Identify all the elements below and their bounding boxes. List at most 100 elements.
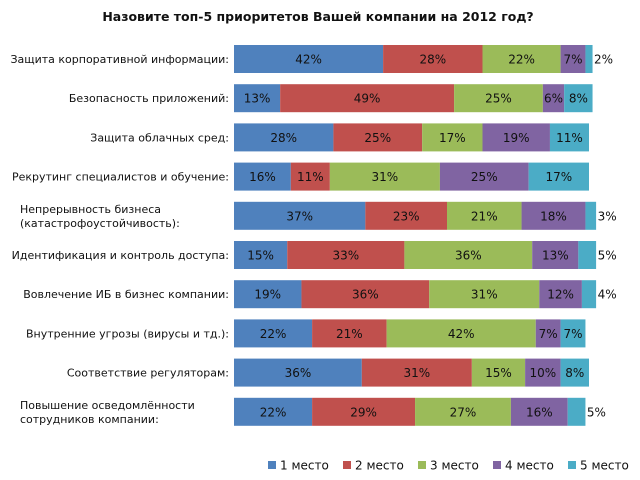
bar-segment (287, 241, 405, 269)
bar-segment (521, 201, 586, 230)
data-label: 25% (364, 131, 391, 145)
data-label: 3% (598, 209, 617, 223)
legend-swatch (343, 461, 351, 469)
legend-label: 2 место (355, 459, 404, 473)
bar-segment (361, 358, 472, 387)
bar-segment (234, 84, 281, 113)
bar-segment (567, 397, 586, 426)
data-label: 8% (569, 92, 588, 106)
data-label: 28% (270, 131, 297, 145)
data-label: 10% (530, 366, 557, 380)
category-label: Повышение осведомлённости сотрудников ком… (20, 399, 195, 426)
legend: 1 место 2 место 3 место 4 место 5 место (268, 459, 629, 473)
bar-segment (564, 84, 593, 113)
data-label: 31% (471, 288, 498, 302)
legend-swatch (418, 461, 426, 469)
bar-segment (585, 201, 597, 230)
data-label: 16% (249, 170, 276, 184)
data-label: 6% (544, 92, 563, 106)
bar-segment (510, 397, 568, 426)
bar-segment (365, 201, 447, 230)
data-label: 29% (350, 405, 377, 419)
data-label: 11% (556, 131, 583, 145)
chart-title: Назовите топ-5 приоритетов Вашей компани… (102, 9, 533, 24)
bar-segment (234, 45, 384, 73)
bar-segment (290, 162, 330, 191)
legend-label: 4 место (505, 459, 554, 473)
data-label: 36% (455, 249, 482, 263)
data-label: 31% (403, 366, 430, 380)
category-label: Вовлечение ИБ в бизнес компании: (23, 288, 229, 301)
data-label: 27% (450, 405, 477, 419)
data-label: 4% (598, 288, 617, 302)
bar-segment (482, 45, 561, 73)
data-label: 17% (439, 131, 466, 145)
bar-segment (429, 280, 540, 309)
category-label-line: сотрудников компании: (20, 413, 159, 426)
bar-segment (383, 45, 483, 73)
data-label: 22% (260, 405, 287, 419)
bar-segment (560, 319, 586, 348)
bar-segment (333, 123, 423, 152)
bar-segment (280, 84, 455, 113)
data-label: 31% (372, 170, 399, 184)
bar-segment (581, 280, 597, 309)
legend-swatch (568, 461, 576, 469)
data-label: 28% (419, 53, 446, 67)
bar-segment (525, 358, 561, 387)
data-label: 5% (587, 405, 606, 419)
bar-segment (329, 162, 440, 191)
bar-segment (312, 319, 387, 348)
data-label: 15% (485, 366, 512, 380)
data-label: 13% (244, 92, 271, 106)
data-label: 49% (354, 92, 381, 106)
data-label: 25% (471, 170, 498, 184)
data-label: 37% (286, 209, 313, 223)
bar-segment (454, 84, 543, 113)
bar-segment (585, 45, 593, 73)
data-label: 2% (594, 53, 613, 67)
bar-segment (234, 201, 366, 230)
bar-segment (439, 162, 529, 191)
bar-segment (578, 241, 597, 269)
bar-segment (312, 397, 416, 426)
category-label-line: Непрерывность бизнеса (20, 203, 161, 216)
data-label: 7% (563, 53, 582, 67)
bars: 42% 28% 22% 7% 2% 13% 49% 25% 6% 8% 28% 25% 17% 19% 11… (234, 45, 617, 426)
data-label: 25% (485, 92, 512, 106)
bar-segment (422, 123, 483, 152)
data-label: 42% (295, 53, 322, 67)
category-label: Защита облачных сред: (90, 131, 229, 144)
data-label: 18% (540, 209, 567, 223)
bar-segment (542, 84, 565, 113)
legend-swatch (268, 461, 276, 469)
data-label: 33% (332, 249, 359, 263)
category-label-line: Повышение осведомлённости (20, 399, 195, 412)
bar-segment (301, 280, 430, 309)
legend-label: 1 место (280, 459, 329, 473)
bar-segment (234, 358, 362, 387)
bar-segment (234, 319, 313, 348)
data-label: 7% (563, 327, 582, 341)
data-label: 13% (542, 249, 569, 263)
data-label: 12% (547, 288, 574, 302)
data-label: 21% (336, 327, 363, 341)
data-label: 36% (285, 366, 312, 380)
bar-segment (234, 241, 288, 269)
category-label: Непрерывность бизнеса (катастрофоустойчив… (20, 203, 180, 230)
data-label: 17% (545, 170, 572, 184)
data-label: 36% (352, 288, 379, 302)
bar-segment (234, 123, 334, 152)
data-label: 22% (260, 327, 287, 341)
bar-segment (234, 397, 313, 426)
data-label: 7% (539, 327, 558, 341)
bar-segment (415, 397, 511, 426)
legend-swatch (493, 461, 501, 469)
category-label: Соответствие регуляторам: (67, 367, 229, 380)
data-label: 11% (297, 170, 324, 184)
bar-segment (532, 241, 579, 269)
data-label: 42% (448, 327, 475, 341)
data-label: 23% (393, 209, 420, 223)
bar-segment (560, 45, 586, 73)
